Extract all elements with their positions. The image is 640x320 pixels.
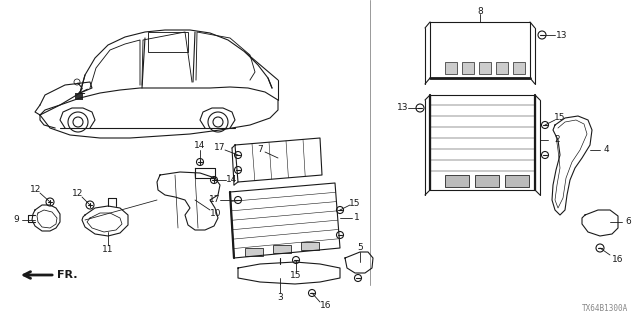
FancyBboxPatch shape [496, 62, 508, 74]
Text: 15: 15 [349, 198, 361, 207]
Text: 14: 14 [227, 175, 237, 185]
Text: 3: 3 [277, 292, 283, 301]
Text: 8: 8 [477, 6, 483, 15]
Text: 16: 16 [320, 300, 332, 309]
FancyBboxPatch shape [245, 248, 263, 256]
Text: 10: 10 [211, 209, 221, 218]
Text: 5: 5 [357, 244, 363, 252]
FancyBboxPatch shape [445, 62, 457, 74]
FancyBboxPatch shape [301, 242, 319, 250]
Text: 14: 14 [195, 141, 205, 150]
Text: 17: 17 [214, 143, 226, 153]
FancyBboxPatch shape [445, 175, 469, 187]
Text: 7: 7 [257, 146, 263, 155]
FancyBboxPatch shape [462, 62, 474, 74]
Text: 6: 6 [625, 218, 631, 227]
FancyBboxPatch shape [505, 175, 529, 187]
FancyBboxPatch shape [513, 62, 525, 74]
Text: 17: 17 [209, 196, 221, 204]
Text: 1: 1 [354, 213, 360, 222]
Text: 2: 2 [554, 135, 560, 145]
Text: 13: 13 [556, 30, 568, 39]
Text: 13: 13 [397, 103, 409, 113]
Text: 11: 11 [102, 245, 114, 254]
Text: 9: 9 [13, 215, 19, 225]
FancyBboxPatch shape [479, 62, 491, 74]
Text: 15: 15 [291, 271, 301, 281]
Text: 12: 12 [72, 189, 84, 198]
Text: 12: 12 [30, 186, 42, 195]
FancyBboxPatch shape [475, 175, 499, 187]
FancyBboxPatch shape [273, 245, 291, 253]
FancyBboxPatch shape [75, 93, 83, 100]
Text: 15: 15 [554, 114, 566, 123]
Text: 16: 16 [612, 255, 624, 265]
Text: TX64B1300A: TX64B1300A [582, 304, 628, 313]
Text: 4: 4 [603, 146, 609, 155]
Text: FR.: FR. [57, 270, 77, 280]
